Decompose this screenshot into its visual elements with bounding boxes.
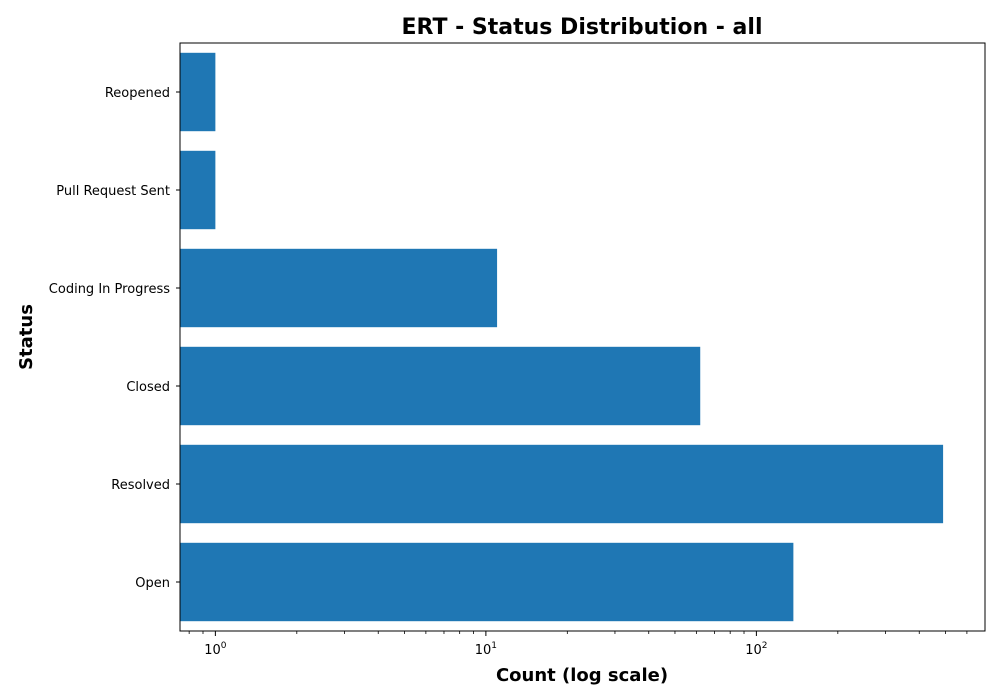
y-tick-label-closed: Closed xyxy=(126,380,170,395)
y-tick-label-reopened: Reopened xyxy=(105,86,170,101)
x-tick-label: 100 xyxy=(204,641,227,658)
bar-coding-in-progress xyxy=(180,248,498,328)
x-tick-label: 101 xyxy=(475,641,497,658)
x-axis-label: Count (log scale) xyxy=(496,665,668,686)
plot-frame xyxy=(179,42,986,632)
y-tick-label-open: Open xyxy=(135,576,170,591)
y-axis-label: Status xyxy=(16,304,37,370)
bar-reopened xyxy=(180,52,216,132)
y-tick-label-resolved: Resolved xyxy=(111,478,170,493)
bar-pull-request-sent xyxy=(180,150,216,230)
y-tick-label-pull-request-sent: Pull Request Sent xyxy=(56,184,170,199)
bar-closed xyxy=(180,346,701,426)
bar-open xyxy=(180,542,794,622)
bars-layer xyxy=(180,52,944,622)
bar-resolved xyxy=(180,444,944,524)
x-tick-label: 102 xyxy=(745,641,767,658)
y-tick-label-coding-in-progress: Coding In Progress xyxy=(49,282,170,297)
chart-title: ERT - Status Distribution - all xyxy=(401,15,762,40)
ticks-layer: Open Resolved Closed Coding In Progress Pull… xyxy=(49,86,968,658)
